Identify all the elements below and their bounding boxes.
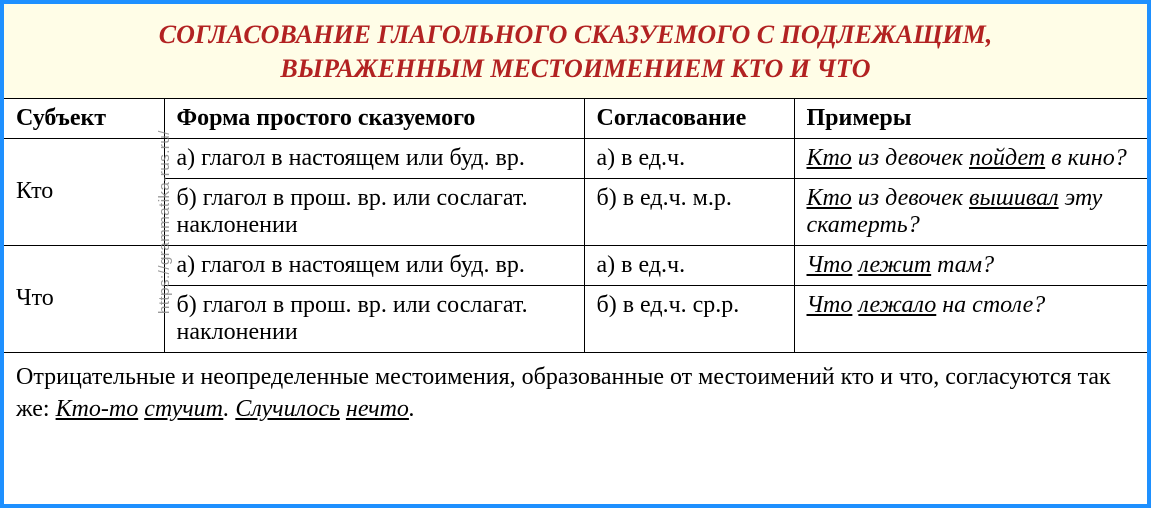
col-subject: Субъект <box>4 99 164 139</box>
col-agreement: Согласование <box>584 99 794 139</box>
example-cell: Кто из девочек вышивал эту скатерть? <box>794 178 1147 245</box>
table-row: Чтоа) глагол в настоящем или буд. вр.а) … <box>4 245 1147 285</box>
agreement-cell: а) в ед.ч. <box>584 245 794 285</box>
form-cell: а) глагол в настоящем или буд. вр. <box>164 245 584 285</box>
agreement-cell: а) в ед.ч. <box>584 138 794 178</box>
form-cell: а) глагол в настоящем или буд. вр. <box>164 138 584 178</box>
col-form: Форма простого сказуемого <box>164 99 584 139</box>
table-title: СОГЛАСОВАНИЕ ГЛАГОЛЬНОГО СКАЗУЕМОГО С ПО… <box>4 4 1147 99</box>
title-line-2: ВЫРАЖЕННЫМ МЕСТОИМЕНИЕМ КТО И ЧТО <box>280 54 870 83</box>
table-row: Ктоа) глагол в настоящем или буд. вр.а) … <box>4 138 1147 178</box>
grammar-table-frame: СОГЛАСОВАНИЕ ГЛАГОЛЬНОГО СКАЗУЕМОГО С ПО… <box>0 0 1151 508</box>
form-cell: б) глагол в прош. вр. или сослагат. накл… <box>164 285 584 352</box>
subject-cell: Кто <box>4 138 164 245</box>
example-cell: Кто из девочек пойдет в кино? <box>794 138 1147 178</box>
col-examples: Примеры <box>794 99 1147 139</box>
example-cell: Что лежит там? <box>794 245 1147 285</box>
form-cell: б) глагол в прош. вр. или сослагат. накл… <box>164 178 584 245</box>
header-row: Субъект Форма простого сказуемого Соглас… <box>4 99 1147 139</box>
agreement-cell: б) в ед.ч. м.р. <box>584 178 794 245</box>
footer-row: Отрицательные и неопределенные местоимен… <box>4 352 1147 435</box>
agreement-cell: б) в ед.ч. ср.р. <box>584 285 794 352</box>
table-row: б) глагол в прош. вр. или сослагат. накл… <box>4 285 1147 352</box>
example-cell: Что лежало на столе? <box>794 285 1147 352</box>
table-row: б) глагол в прош. вр. или сослагат. накл… <box>4 178 1147 245</box>
subject-cell: Что <box>4 245 164 352</box>
title-line-1: СОГЛАСОВАНИЕ ГЛАГОЛЬНОГО СКАЗУЕМОГО С ПО… <box>159 20 993 49</box>
table-body: Ктоа) глагол в настоящем или буд. вр.а) … <box>4 138 1147 435</box>
agreement-table: Субъект Форма простого сказуемого Соглас… <box>4 99 1147 436</box>
footer-cell: Отрицательные и неопределенные местоимен… <box>4 352 1147 435</box>
